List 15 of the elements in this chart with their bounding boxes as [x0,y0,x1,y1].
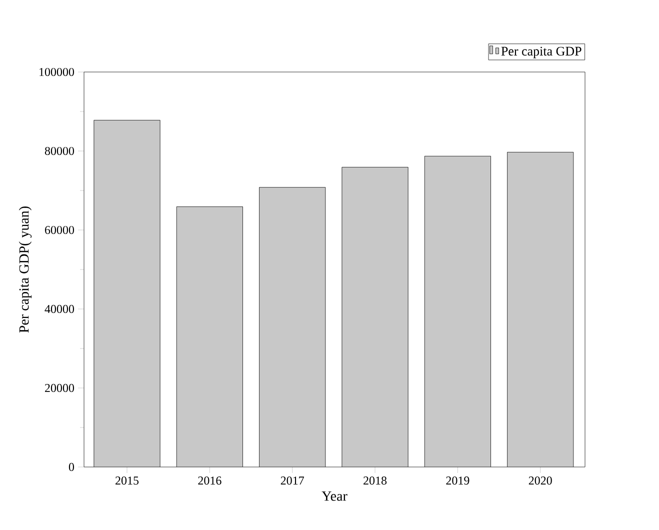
x-tick-label: 2015 [116,476,139,485]
x-tick-label: 2019 [446,476,470,485]
x-tick-label: 2017 [280,476,304,485]
y-tick-label: 80000 [44,146,74,156]
legend-label: Per capita GDP [501,46,582,58]
y-axis-title: Per capita GDP( yuan) [18,206,32,333]
y-tick-label: 60000 [45,226,74,234]
x-tick-label: 2020 [528,476,552,485]
x-tick-label: 2016 [198,476,222,485]
y-tick-label: 0 [68,462,74,472]
y-tick-label: 100000 [40,68,74,76]
x-axis-title: Year [322,491,348,501]
y-tick-label: 40000 [44,304,74,314]
y-tick-label: 20000 [45,384,74,392]
x-tick-label: 2018 [364,476,387,485]
